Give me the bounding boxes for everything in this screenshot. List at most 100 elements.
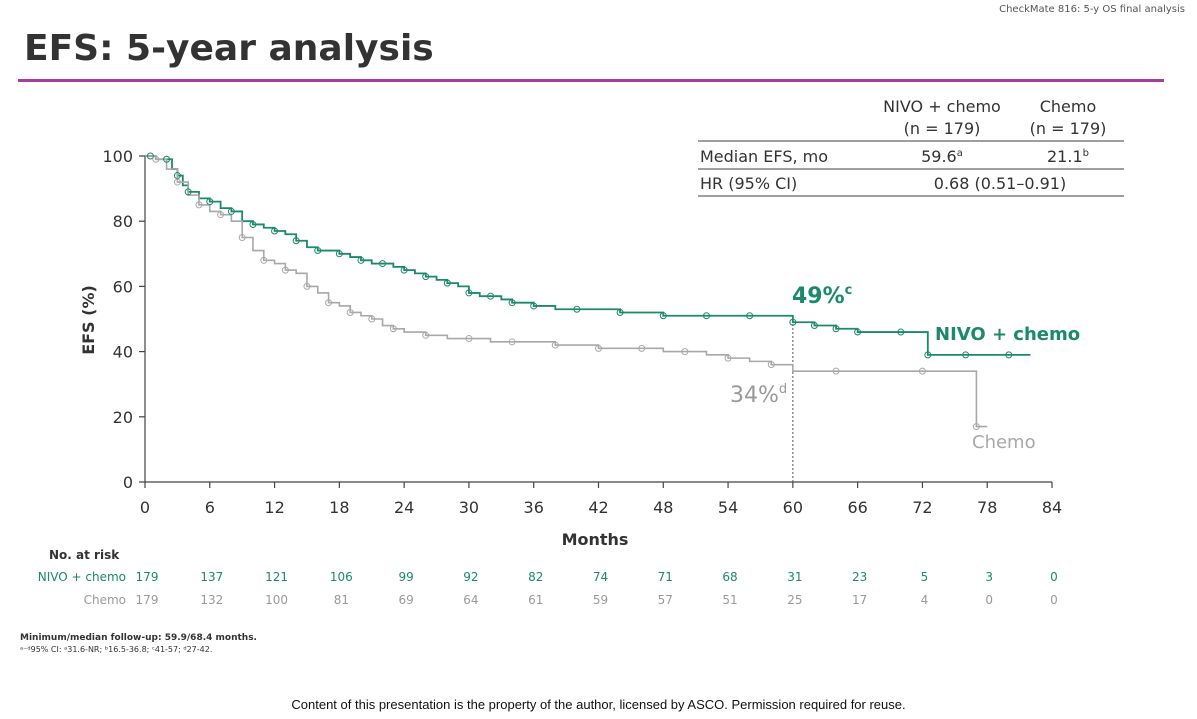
risk-value: 0 [1050,593,1058,607]
risk-value: 82 [528,570,544,584]
x-tick-label: 24 [394,498,414,517]
censor-mark [195,201,203,209]
risk-value: 17 [852,593,868,607]
x-tick-label: 42 [588,498,608,517]
risk-value: 100 [265,593,289,607]
arm2-header-line1: Chemo [1040,97,1097,116]
risk-value: 61 [528,593,544,607]
risk-value: 0 [985,593,994,607]
x-tick-label: 72 [912,498,932,517]
y-tick-label: 60 [113,277,133,296]
censor-mark [303,282,311,290]
y-tick-label: 20 [113,408,133,427]
chemo-curve-label: Chemo [972,432,1036,453]
risk-value: 179 [135,593,159,607]
censor-mark [325,299,333,307]
censor-mark [810,322,818,330]
censor-mark [897,328,905,336]
y-tick-label: 0 [123,473,133,492]
row1-arm2-value: 21.1b [1047,147,1089,166]
censor-mark [184,188,192,196]
censor-mark [217,211,225,219]
x-tick-label: 60 [783,498,803,517]
risk-value: 106 [329,570,353,584]
censor-mark [422,273,430,281]
x-tick-label: 30 [459,498,479,517]
censor-mark [702,312,710,320]
censor-mark [379,260,387,268]
risk-value: 3 [985,570,994,584]
risk-value: 64 [463,593,479,607]
risk-value: 92 [463,570,479,584]
censor-mark [724,354,732,362]
censor-mark [508,338,516,346]
risk-value: 4 [920,593,929,607]
x-axis-title: Months [562,530,629,549]
y-axis-title: EFS (%) [79,285,98,355]
x-axis-ticks: 0 6 12 18 24 30 36 42 48 54 60 66 72 78 84 [140,482,1062,517]
footnote-follow-up: Minimum/median follow-up: 59.9/68.4 mont… [20,633,257,643]
censor-mark [227,207,235,215]
censor-mark [832,325,840,333]
censor-mark [173,178,181,186]
censor-mark [146,152,154,160]
nivo-chemo-curve-label: NIVO + chemo [935,324,1080,345]
risk-value: 121 [265,570,289,584]
censor-mark [238,234,246,241]
x-tick-label: 36 [524,498,544,517]
censor-mark [271,227,279,235]
censor-mark [346,308,354,316]
censor-mark [335,250,343,258]
risk-value: 69 [398,593,414,607]
risk-value: 179 [135,570,159,584]
censor-mark [767,361,775,369]
km-curve-nivo-chemo [145,155,1031,356]
risk-row-label-chemo: Chemo [83,593,126,607]
censor-mark [487,292,495,300]
censor-mark [832,367,840,375]
censor-mark [281,266,289,274]
row2-value: 0.68 (0.51–0.91) [934,174,1066,193]
copyright-notice: Content of this presentation is the prop… [291,697,906,712]
censor-mark [659,312,667,320]
x-tick-label: 78 [977,498,997,517]
x-tick-label: 66 [847,498,867,517]
censor-mark [972,423,980,431]
footnote-ci: ᵃ⁻ᵈ95% CI: ᵃ31.6-NR; ᵇ16.5-36.8; ᶜ41-57;… [20,645,213,654]
censor-marks-chemo [152,155,980,431]
censor-mark [616,308,624,316]
censor-mark [573,305,581,313]
censor-marks-nivo-chemo [146,152,1013,359]
risk-value: 68 [722,570,738,584]
risk-value: 5 [920,570,929,584]
chemo-rate-annotation: 34%d [730,382,787,408]
nivo-chemo-rate-annotation: 49%c [792,283,852,309]
row1-arm1-value: 59.6a [921,147,963,166]
censor-mark [152,155,160,163]
censor-mark [465,335,473,343]
censor-mark [1005,351,1013,359]
risk-value: 74 [592,570,609,584]
censor-mark [854,328,862,336]
x-tick-label: 6 [205,498,215,517]
censor-mark [551,341,559,349]
arm1-header-line1: NIVO + chemo [883,97,1001,116]
summary-table: NIVO + chemo (n = 179) Chemo (n = 179) M… [698,97,1124,197]
censor-mark [357,256,365,264]
x-tick-label: 0 [140,498,150,517]
y-tick-label: 40 [113,343,133,362]
censor-mark [595,344,602,352]
risk-value: 23 [852,570,868,584]
censor-mark [530,302,538,310]
risk-value: 81 [333,593,349,607]
censor-mark [681,348,689,356]
risk-value: 132 [200,593,224,607]
risk-value: 0 [1050,570,1058,584]
censor-mark [443,279,451,287]
censor-mark [465,289,473,297]
censor-mark [400,266,408,274]
arm2-header-line2: (n = 179) [1030,119,1107,138]
x-tick-label: 12 [264,498,284,517]
censor-mark [422,331,430,339]
header-tag: CheckMate 816: 5-y OS final analysis [999,4,1185,15]
